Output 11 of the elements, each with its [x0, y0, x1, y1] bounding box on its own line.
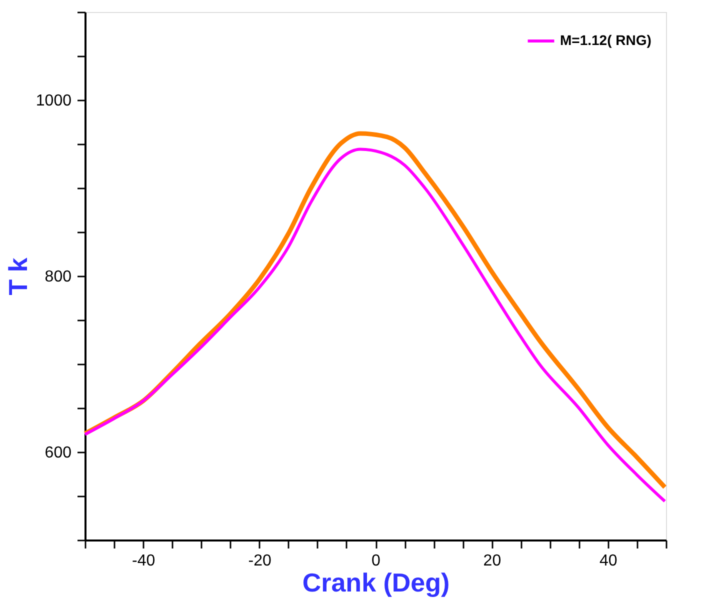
y-axis-title: T k	[2, 257, 33, 296]
legend-label: M=1.12( RNG)	[560, 32, 652, 48]
x-tick-label: 0	[372, 552, 381, 570]
x-tick-label: -40	[132, 552, 156, 570]
y-tick-label: 600	[44, 444, 72, 462]
y-tick-label: 800	[44, 268, 72, 286]
x-axis-title: Crank (Deg)	[302, 568, 450, 598]
x-tick-label: -20	[248, 552, 272, 570]
x-tick-label: 40	[600, 552, 618, 570]
y-tick-label: 1000	[36, 92, 72, 110]
x-tick-label: 20	[483, 552, 502, 570]
